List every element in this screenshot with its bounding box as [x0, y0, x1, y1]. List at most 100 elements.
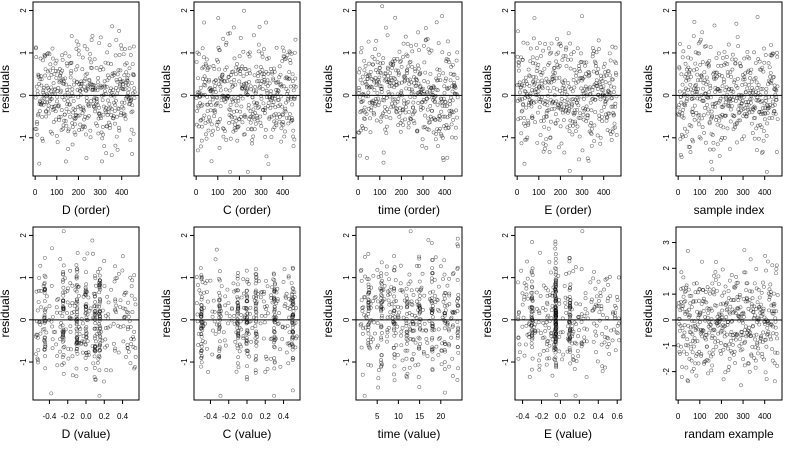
data-point: [537, 367, 542, 372]
data-point: [682, 89, 687, 94]
data-point: [439, 362, 444, 367]
data-point: [442, 104, 447, 108]
data-point: [254, 309, 258, 314]
data-point: [762, 46, 766, 51]
data-point: [430, 271, 435, 276]
data-point: [254, 332, 259, 337]
data-point: [258, 321, 263, 326]
data-point: [571, 78, 576, 82]
data-point: [245, 311, 250, 316]
data-point: [617, 275, 621, 280]
data-point: [748, 330, 753, 335]
data-point: [89, 99, 93, 103]
data-point: [407, 60, 412, 65]
data-point: [56, 86, 61, 90]
data-point: [610, 77, 615, 82]
data-point: [539, 73, 544, 77]
data-point: [761, 138, 766, 143]
data-point: [253, 291, 258, 295]
data-point: [399, 64, 404, 69]
data-point: [688, 342, 693, 347]
data-point: [86, 114, 91, 118]
data-point: [75, 114, 80, 118]
data-point: [438, 126, 443, 131]
data-point: [599, 108, 604, 113]
data-point: [82, 44, 87, 48]
data-point: [539, 81, 544, 86]
data-point: [753, 358, 758, 363]
data-point: [362, 116, 366, 121]
data-point: [616, 321, 621, 326]
data-point: [359, 50, 363, 55]
data-point: [432, 277, 437, 282]
data-point: [73, 122, 77, 127]
data-point: [613, 125, 617, 130]
data-point: [277, 311, 281, 315]
data-point: [613, 101, 618, 106]
data-point: [128, 361, 133, 366]
y-tick-label: 1: [501, 275, 510, 280]
data-point: [722, 330, 727, 335]
data-point: [290, 358, 295, 362]
data-point: [735, 332, 739, 337]
data-point: [750, 345, 755, 349]
data-point: [66, 127, 71, 132]
data-point: [603, 101, 608, 106]
data-point: [217, 323, 222, 328]
x-tick-label: 0.0: [80, 412, 92, 421]
data-point: [757, 295, 762, 300]
data-point: [677, 103, 681, 107]
data-point: [120, 100, 124, 105]
data-point: [586, 70, 591, 74]
data-point: [554, 361, 558, 366]
data-point: [379, 274, 383, 279]
data-point: [567, 348, 572, 353]
data-point: [359, 45, 364, 50]
data-point: [223, 67, 228, 72]
data-point: [370, 101, 375, 105]
data-point: [553, 299, 558, 304]
data-point: [380, 288, 384, 293]
data-point: [764, 86, 769, 91]
data-point: [226, 31, 231, 36]
data-point: [231, 96, 236, 101]
data-point: [690, 350, 695, 355]
y-tick-label: 2: [180, 233, 189, 238]
data-point: [528, 91, 533, 96]
data-point: [729, 89, 734, 94]
x-tick-label: 400: [597, 188, 611, 197]
data-point: [711, 75, 716, 80]
data-point: [219, 309, 224, 313]
data-point: [522, 353, 527, 358]
data-point: [93, 326, 97, 331]
data-point: [378, 70, 382, 75]
data-point: [43, 342, 48, 347]
data-point: [132, 273, 137, 278]
data-point: [284, 87, 289, 91]
data-point: [244, 288, 249, 293]
data-point: [217, 345, 222, 350]
data-point: [544, 76, 549, 81]
data-point: [254, 339, 259, 344]
data-point: [407, 82, 412, 86]
data-point: [47, 76, 52, 81]
data-point: [547, 343, 552, 348]
data-point: [711, 327, 716, 332]
data-point: [600, 119, 605, 124]
data-point: [400, 108, 405, 112]
data-point: [603, 80, 608, 85]
data-point: [379, 325, 383, 330]
data-point: [68, 71, 73, 76]
data-point: [234, 330, 239, 335]
data-point: [83, 356, 88, 360]
data-point: [221, 127, 226, 131]
data-point: [377, 65, 382, 70]
data-point: [290, 334, 295, 339]
data-point: [526, 67, 531, 72]
data-point: [225, 79, 230, 84]
data-point: [244, 320, 249, 325]
y-tick-label: 2: [662, 266, 671, 271]
data-point: [556, 50, 561, 55]
data-point: [92, 96, 97, 101]
data-point: [202, 20, 207, 25]
